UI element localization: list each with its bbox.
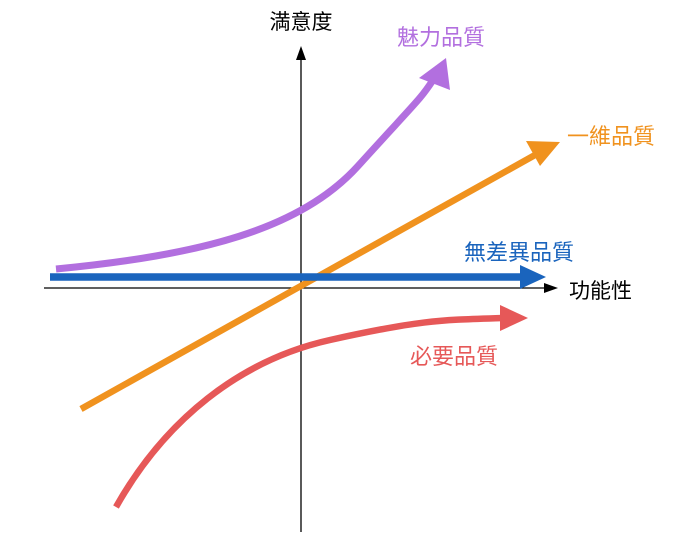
must-be-quality-line	[113, 314, 503, 509]
must-be-quality-curve	[113, 305, 528, 509]
indifferent-quality-curve	[50, 265, 546, 289]
indifferent-quality-arrowhead	[520, 265, 546, 289]
attractive-quality-curve	[55, 58, 450, 273]
x-axis-arrowhead	[544, 283, 558, 293]
must-be-quality-label: 必要品質	[410, 345, 498, 370]
y-axis-label: 満意度	[270, 10, 333, 34]
x-axis-label: 功能性	[569, 279, 632, 303]
one-dimensional-quality-label: 一維品質	[567, 125, 655, 150]
attractive-quality-arrowhead	[419, 58, 450, 90]
one-dimensional-quality-arrowhead	[526, 141, 560, 166]
must-be-quality-arrowhead	[500, 305, 528, 331]
y-axis-arrowhead	[296, 46, 306, 60]
indifferent-quality-label: 無差異品質	[464, 241, 574, 266]
one-dimensional-quality-curve	[79, 141, 560, 412]
attractive-quality-line	[55, 78, 436, 273]
attractive-quality-label: 魅力品質	[397, 26, 485, 51]
one-dimensional-quality-line	[79, 152, 537, 412]
